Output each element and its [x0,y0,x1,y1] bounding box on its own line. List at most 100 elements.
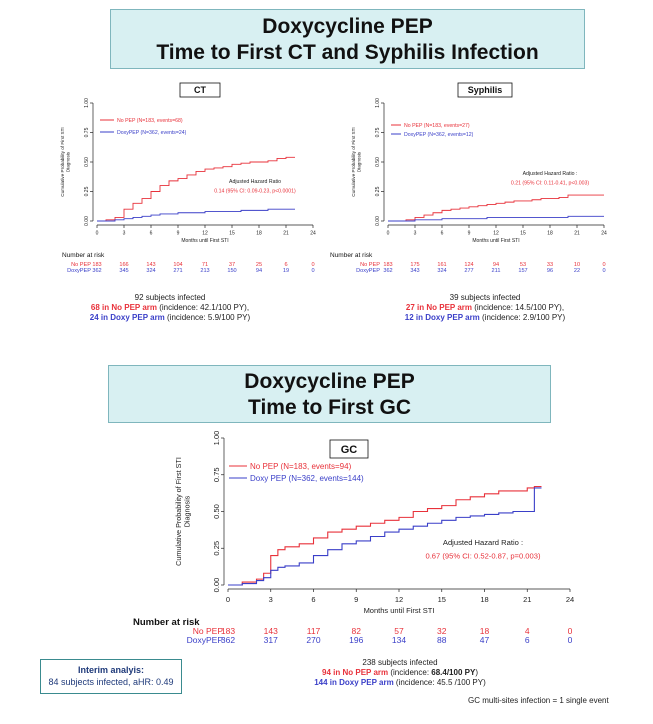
ct-risk-value: 362 [92,268,101,274]
gc-summary-nopep: 94 in No PEP arm [322,668,389,677]
syphilis-series-nopep [388,194,604,222]
gc-y-tick-label: 0.75 [212,467,221,482]
ct-risk-value: 213 [200,268,209,274]
ct-title-box [179,82,221,98]
gc-risk-value: 18 [480,626,490,636]
gc-x-tick-label: 18 [480,595,488,604]
ct-y-axis-label: Diagnosis [65,151,70,172]
ct-x-tick-label: 15 [229,231,235,237]
ct-summary: 92 subjects infected 68 in No PEP arm (i… [40,293,300,323]
ct-legend-entry: No PEP (N=183, events=68) [117,118,183,124]
gc-x-tick-label: 15 [438,595,446,604]
syphilis-title-box [457,82,513,98]
gc-x-tick-label: 21 [523,595,531,604]
syphilis-risk-value: 124 [464,262,473,268]
ct-series-nopep [97,156,295,222]
syphilis-risk-value: 343 [410,268,419,274]
banner-line1: Doxycycline PEP [244,370,415,393]
syphilis-x-tick-label: 18 [547,231,553,237]
ct-risk-value: 71 [202,262,208,268]
syphilis-y-tick-label: 0.25 [375,186,381,196]
ct-risk-value: 0 [311,262,314,268]
syphilis-x-tick-label: 9 [468,231,471,237]
syphilis-summary-nopep-incidence: (incidence: 14.5/100 PY), [472,303,565,312]
gc-risk-value: 32 [437,626,447,636]
syphilis-risk-value: 211 [492,268,501,274]
gc-risk-row-label: DoxyPEP [187,635,224,645]
ct-risk-value: 37 [229,262,235,268]
gc-hazard-annotation: Adjusted Hazard Ratio : [443,538,523,547]
gc-risk-row-label: No PEP [193,626,224,636]
gc-risk-value: 0 [568,626,573,636]
title-banner-gc: Doxycycline PEP Time to First GC [108,365,551,423]
gc-series-nopep [228,485,542,586]
ct-summary-nopep: 68 in No PEP arm [90,303,158,312]
banner-line2: Time to First GC [248,396,411,419]
gc-summary-total: 238 subjects infected [362,658,438,667]
gc-y-axis-label: Diagnosis [182,495,191,527]
ct-series-doxy [97,208,295,222]
syphilis-risk-value: 324 [437,268,446,274]
banner-line2: Time to First CT and Syphilis Infection [156,41,539,64]
syphilis-y-axis-label: Diagnosis [356,151,361,172]
gc-risk-value: 88 [437,635,447,645]
ct-risk-row-label: No PEP [71,262,91,268]
ct-risk-value: 104 [173,262,182,268]
syphilis-legend-entry: No PEP (N=183, events=27) [404,123,470,129]
gc-summary-doxy: 144 in Doxy PEP arm [314,678,394,687]
syphilis-series-doxy [388,215,604,222]
ct-risk-value: 183 [92,262,101,268]
gc-y-tick-label: 0.00 [212,578,221,593]
ct-y-tick-label: 0.00 [84,216,90,226]
syphilis-risk-row-label: DoxyPEP [356,268,380,274]
ct-y-tick-label: 0.50 [84,157,90,167]
syphilis-risk-value: 362 [383,268,392,274]
syphilis-risk-value: 157 [518,268,527,274]
syphilis-risk-value: 96 [547,268,553,274]
interim-title: Interim analyis: [77,665,145,675]
syphilis-risk-value: 0 [602,268,605,274]
gc-x-axis-label: Months until First STI [364,606,435,615]
ct-risk-value: 0 [311,268,314,274]
syphilis-x-tick-label: 15 [520,231,526,237]
syphilis-risk-value: 22 [574,268,580,274]
syphilis-risk-value: 94 [493,262,499,268]
syphilis-risk-value: 161 [437,262,446,268]
ct-risk-value: 94 [256,268,262,274]
syphilis-y-tick-label: 0.50 [375,157,381,167]
gc-risk-value: 82 [352,626,362,636]
ct-x-tick-label: 6 [150,231,153,237]
syphilis-y-tick-label: 0.75 [375,127,381,137]
gc-series-doxy [228,487,542,586]
ct-y-tick-label: 1.00 [84,98,90,108]
gc-risk-value: 4 [525,626,530,636]
syphilis-risk-value: 53 [520,262,526,268]
syphilis-legend-entry: DoxyPEP (N=362, events=12) [404,132,474,138]
ct-risk-value: 271 [173,268,182,274]
gc-summary: 238 subjects infected 94 in No PEP arm (… [270,658,530,688]
syphilis-x-axis-label: Months until First STI [472,238,519,244]
gc-summary-doxy-incidence: (incidence: 45.5 /100 PY) [393,678,486,687]
ct-summary-nopep-incidence: (incidence: 42.1/100 PY), [157,303,250,312]
gc-y-axis-label: Cumulative Probability of First STI [174,457,183,566]
syphilis-risk-row-label: No PEP [360,262,380,268]
syphilis-x-tick-label: 21 [574,231,580,237]
gc-risk-value: 0 [568,635,573,645]
gc-legend-entry: No PEP (N=183, events=94) [250,462,352,471]
syphilis-risk-value: 183 [383,262,392,268]
ct-y-tick-label: 0.75 [84,127,90,137]
ct-risk-value: 6 [284,262,287,268]
syphilis-y-tick-label: 1.00 [375,98,381,108]
gc-hazard-annotation: 0.67 (95% CI: 0.52-0.87, p=0.003) [425,552,541,561]
gc-x-tick-label: 12 [395,595,403,604]
gc-risk-value: 317 [264,635,278,645]
ct-risk-value: 345 [119,268,128,274]
gc-risk-value: 143 [264,626,278,636]
ct-risk-value: 143 [146,262,155,268]
gc-chart-title: GC [341,444,358,456]
syphilis-summary-total: 39 subjects infected [449,293,521,302]
ct-x-tick-label: 0 [96,231,99,237]
gc-y-tick-label: 0.50 [212,504,221,519]
ct-x-tick-label: 9 [177,231,180,237]
syphilis-hazard-annotation: 0.21 (95% CI: 0.11-0.41, p<0.003) [511,180,589,186]
